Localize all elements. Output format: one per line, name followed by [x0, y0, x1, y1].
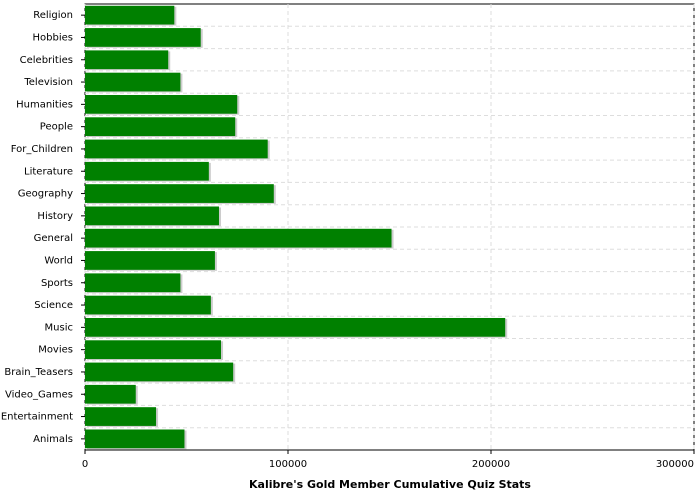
bar: [85, 384, 136, 404]
y-tick-label: World: [44, 255, 73, 266]
y-tick-label: General: [34, 233, 73, 244]
bar: [85, 407, 157, 426]
y-tick-label: Television: [23, 77, 73, 88]
bar: [85, 161, 209, 181]
y-tick-label: Animals: [33, 434, 73, 445]
x-axis-label: Kalibre's Gold Member Cumulative Quiz St…: [249, 478, 531, 491]
y-tick-label: Geography: [18, 189, 73, 200]
y-tick-label: Humanities: [16, 99, 73, 110]
bar: [85, 228, 392, 248]
bar: [85, 50, 169, 70]
x-tick-label: 300000: [656, 459, 694, 470]
x-tick-label: 200000: [472, 459, 510, 470]
y-tick-label: Religion: [33, 10, 73, 21]
bar: [85, 317, 506, 337]
bar: [85, 5, 175, 25]
bar: [85, 362, 234, 382]
x-tick-label: 100000: [269, 459, 307, 470]
bar: [85, 139, 268, 159]
bar: [85, 28, 201, 47]
y-tick-label: Music: [45, 322, 73, 333]
bar: [85, 184, 274, 203]
bar: [85, 206, 219, 226]
y-tick-label: Movies: [38, 345, 73, 356]
y-tick-label: Entertainment: [1, 412, 73, 423]
y-tick-label: Literature: [24, 166, 73, 177]
bar: [85, 295, 211, 315]
bar: [85, 273, 181, 293]
bar: [85, 72, 181, 92]
y-tick-label: Hobbies: [33, 32, 73, 43]
bar: [85, 94, 238, 114]
y-tick-label: People: [40, 122, 73, 133]
y-tick-label: Science: [34, 300, 73, 311]
bar: [85, 117, 236, 137]
bar: [85, 429, 185, 449]
y-tick-label: Sports: [41, 278, 73, 289]
y-tick-label: Celebrities: [20, 55, 73, 66]
y-tick-label: Video_Games: [5, 389, 73, 400]
y-tick-label: History: [37, 211, 73, 222]
y-tick-label: Brain_Teasers: [4, 367, 73, 378]
bar: [85, 251, 215, 270]
y-tick-label: For_Children: [11, 144, 73, 155]
x-tick-label: 0: [82, 459, 88, 470]
bar: [85, 340, 222, 360]
